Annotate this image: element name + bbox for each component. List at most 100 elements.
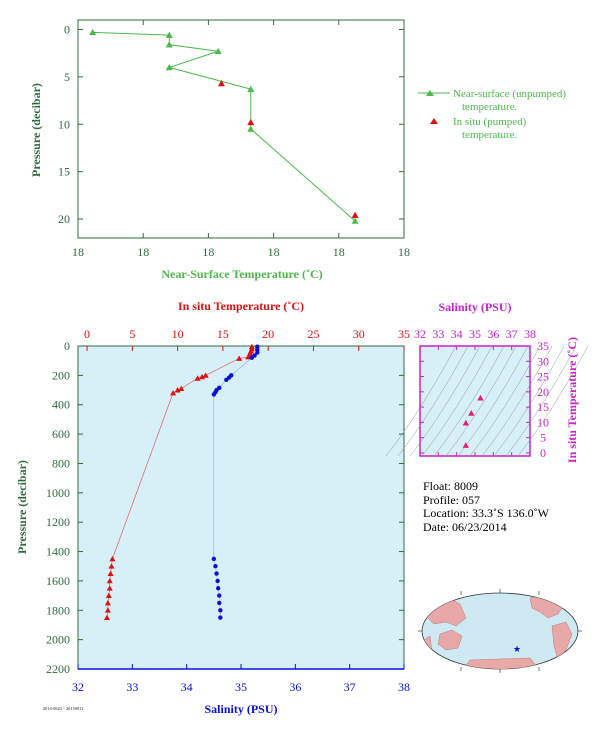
top-y-axis-label: Pressure (decibar) <box>29 83 43 177</box>
profile-chart: 0 5 10 15 20 25 30 35 32 33 34 35 36 37 38 0 200 400 600 80… <box>15 299 410 716</box>
salinity-point <box>218 615 223 620</box>
density-contour <box>469 345 541 457</box>
temperature-point <box>170 389 177 396</box>
ts-x-tick-label: 32 <box>414 327 426 341</box>
legend-label-in-situ-line1: In situ (pumped) <box>453 116 527 128</box>
location-map: ★ <box>418 589 582 673</box>
temperature-tick-label: 0 <box>84 327 90 341</box>
temperature-point <box>194 375 201 381</box>
pressure-tick-label: 0 <box>64 339 70 353</box>
temperature-point <box>106 585 113 591</box>
temperature-point <box>107 570 114 576</box>
density-contour <box>397 345 469 457</box>
top-x-axis-label: Near-Surface Temperature (˚C) <box>161 267 322 281</box>
salinity-tick-label: 33 <box>126 680 138 694</box>
in-situ-point <box>351 211 359 219</box>
ts-x-tick-label: 34 <box>451 327 463 341</box>
top-series <box>89 28 359 224</box>
temperature-point <box>236 355 243 361</box>
float-number: Float: 8009 <box>423 479 479 493</box>
ts-y-tick-label: 35 <box>537 339 549 353</box>
legend-label-near-surface-line2: temperature. <box>462 101 518 113</box>
location: Location: 33.3˚S 136.0˚W <box>423 506 549 520</box>
profile-plot-frame <box>77 345 405 670</box>
profile-ticks: 0 5 10 15 20 25 30 35 32 33 34 35 36 37 38 0 200 400 600 80… <box>46 327 410 694</box>
pressure-tick-label: 2000 <box>46 633 70 647</box>
pressure-tick-label: 1200 <box>46 515 70 529</box>
salinity-tick-label: 38 <box>398 680 410 694</box>
float-info: Float: 8009 Profile: 057 Location: 33.3˚… <box>423 479 549 534</box>
ts-salinity-label: Salinity (PSU) <box>438 300 511 314</box>
density-contour <box>481 345 553 457</box>
temperature-tick-label: 30 <box>353 327 365 341</box>
top-temperature-axis-label: In situ Temperature (˚C) <box>178 299 304 313</box>
salinity-point <box>255 350 260 355</box>
salinity-point <box>249 355 255 360</box>
salinity-point <box>213 564 218 569</box>
top-y-tick-label: 15 <box>58 165 70 179</box>
top-x-tick-label: 18 <box>72 245 84 259</box>
pressure-tick-label: 800 <box>52 456 70 470</box>
ts-x-tick-label: 33 <box>432 327 444 341</box>
ts-point <box>462 419 470 426</box>
salinity-point <box>211 556 217 562</box>
salinity-tick-label: 35 <box>235 680 247 694</box>
ts-temperature-label: In situ Temperature (˚C) <box>565 337 579 463</box>
date: Date: 06/23/2014 <box>423 519 507 534</box>
top-y-tick-label: 20 <box>58 212 70 226</box>
top-x-ticks: 18 18 18 18 18 18 <box>72 20 410 259</box>
top-y-tick-label: 0 <box>64 22 70 36</box>
temperature-point <box>174 387 181 393</box>
legend-label-in-situ: In situ (pumped) temperature. <box>453 116 529 141</box>
density-contour <box>517 345 589 457</box>
near-surface-point <box>89 28 97 36</box>
processing-stamp: 2014-0623 - 20150812 <box>43 706 84 711</box>
salinity-point <box>211 392 217 397</box>
ts-x-tick-label: 37 <box>506 327 518 341</box>
ts-y-tick-label: 10 <box>537 415 549 429</box>
pressure-tick-label: 1800 <box>46 603 70 617</box>
salinity-point <box>214 571 219 576</box>
legend-label-in-situ-line2: temperature. <box>462 129 518 141</box>
temperature-tick-label: 5 <box>129 327 135 341</box>
in-situ-point <box>247 118 255 126</box>
density-contour <box>385 345 457 457</box>
in-situ-point <box>217 80 225 87</box>
top-y-ticks: 0 5 10 15 20 <box>58 22 404 226</box>
pressure-tick-label: 1600 <box>46 574 70 588</box>
ts-y-tick-label: 5 <box>540 431 546 445</box>
temperature-tick-label: 15 <box>217 327 229 341</box>
salinity-point <box>217 593 222 598</box>
salinity-tick-label: 37 <box>344 680 356 694</box>
temperature-point <box>178 385 185 391</box>
legend-label-near-surface: Near-surface (unpumped) temperature. <box>453 88 569 113</box>
ts-point <box>477 394 484 401</box>
ts-point <box>462 442 470 448</box>
ts-plot-frame <box>419 345 531 457</box>
top-x-tick-label: 18 <box>398 245 410 259</box>
profile-series <box>103 343 260 621</box>
temperature-point <box>202 372 209 378</box>
ts-series <box>462 394 484 448</box>
ts-y-tick-label: 30 <box>537 354 549 368</box>
pressure-tick-label: 600 <box>52 427 70 441</box>
temperature-point <box>104 607 111 613</box>
profile-y-axis-label: Pressure (decibar) <box>15 460 29 554</box>
temperature-tick-label: 10 <box>172 327 184 341</box>
density-contour <box>493 345 565 457</box>
near-surface-point <box>351 217 359 224</box>
pressure-tick-label: 2200 <box>46 662 70 676</box>
pressure-tick-label: 400 <box>52 398 70 412</box>
temperature-tick-label: 35 <box>398 327 410 341</box>
near-surface-temperature-chart: 18 18 18 18 18 18 0 5 10 15 20 Near-Surface Tempe… <box>29 19 569 281</box>
temperature-point <box>109 555 116 562</box>
legend-marker-in-situ <box>430 118 438 124</box>
ts-y-tick-label: 0 <box>540 446 546 460</box>
map-australia <box>437 629 463 651</box>
ts-x-tick-label: 36 <box>487 327 499 341</box>
density-contour <box>421 345 493 457</box>
salinity-point <box>218 608 223 613</box>
ts-x-tick-label: 38 <box>524 327 536 341</box>
